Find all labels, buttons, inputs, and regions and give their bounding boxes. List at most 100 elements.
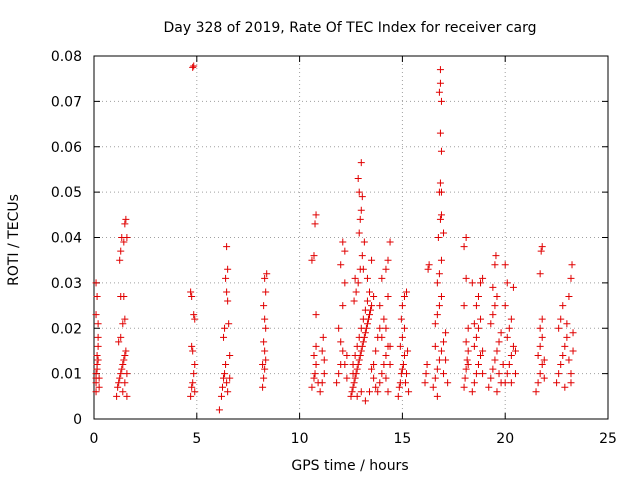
data-point [337,261,345,269]
data-point [434,234,442,241]
data-point [312,311,320,319]
y-tick-label: 0.02 [51,321,82,337]
y-axis-label: ROTI / TECUs [6,194,22,286]
data-point [563,333,571,341]
data-point [568,261,576,269]
data-point [460,383,468,391]
data-point [187,392,195,400]
data-point [355,188,363,196]
data-point [433,279,441,287]
data-point [354,279,362,287]
data-point [122,347,130,355]
data-point [505,324,513,332]
data-point [507,379,515,387]
x-tick-label: 25 [599,431,617,447]
data-point [114,383,122,391]
data-point [119,361,127,369]
data-point [188,342,196,350]
data-point [511,370,519,378]
data-point [261,274,269,282]
data-point [335,370,343,378]
data-point [368,302,376,310]
data-point [437,97,445,105]
data-point [499,361,507,369]
data-point [348,388,356,396]
data-point [341,279,349,287]
data-point [437,147,445,155]
data-point [380,361,388,369]
data-point [122,215,130,223]
data-point [316,388,324,396]
data-point [320,370,328,378]
data-point [537,247,545,255]
data-point [93,361,101,369]
data-point [92,388,100,396]
data-point [565,292,573,300]
data-point [435,302,443,310]
data-point [536,342,544,350]
data-point [509,283,517,291]
data-point [312,361,320,369]
data-point [261,365,269,373]
data-point [116,256,124,264]
data-point [509,342,517,350]
data-point [557,315,565,323]
data-point [491,261,499,269]
data-point [352,288,360,296]
data-point [92,279,100,287]
data-point [262,356,270,364]
data-point [262,324,270,332]
data-point [189,347,197,355]
data-point [221,370,229,378]
data-point [507,315,515,323]
data-point [479,347,487,355]
y-tick-label: 0.01 [51,367,82,383]
data-point [366,388,374,396]
data-point [121,379,129,387]
data-point [351,274,359,282]
data-point [92,311,100,319]
data-point [310,351,318,359]
data-point [226,374,234,382]
data-point [401,379,409,387]
data-point [191,388,199,396]
data-point [422,370,430,378]
data-point [349,361,357,369]
data-point [561,383,569,391]
data-point [113,392,121,400]
data-point [350,297,358,305]
data-point [359,265,367,273]
data-point [187,288,195,296]
data-point [372,347,380,355]
x-tick-label: 10 [291,431,309,447]
data-point [487,320,495,328]
data-point [468,388,476,396]
data-point [398,302,406,310]
data-point [355,333,363,341]
data-point [536,270,544,278]
data-point [339,347,347,355]
data-point [94,320,102,328]
data-point [507,351,515,359]
data-point [559,351,567,359]
data-point [320,356,328,364]
data-point [396,342,404,350]
data-point [260,374,268,382]
data-point [217,392,225,400]
data-point [225,320,233,328]
data-point [333,379,341,387]
data-point [359,315,367,323]
data-point [120,292,128,300]
data-point [436,66,444,74]
data-point [378,370,386,378]
data-point [501,261,509,269]
data-point [310,252,318,260]
data-point [386,361,394,369]
data-point [431,320,439,328]
data-point [536,370,544,378]
data-point [384,292,392,300]
data-point [220,374,228,382]
data-point [470,342,478,350]
data-point [370,361,378,369]
data-point [460,302,468,310]
